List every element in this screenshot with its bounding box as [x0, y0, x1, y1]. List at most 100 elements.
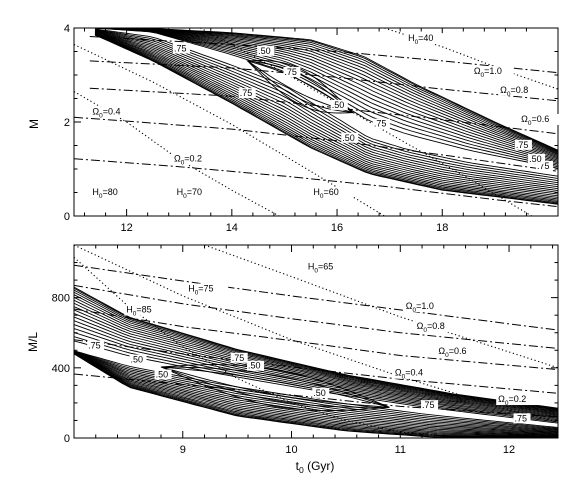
- contour-label: .75: [232, 353, 245, 363]
- line-label-bg: [496, 394, 539, 406]
- frame-bottom: [73, 244, 559, 439]
- line-label: Ω0=1.0: [406, 301, 434, 314]
- line-label: Ω0=0.8: [417, 321, 445, 334]
- contour-label: .75: [516, 140, 529, 150]
- contour-label: .75: [422, 400, 435, 410]
- contour-label: .75: [88, 341, 101, 351]
- contour-line: [94, 30, 558, 188]
- contour-label-bg: [513, 413, 531, 424]
- contour-line: [94, 28, 558, 157]
- contour-label-bg: [535, 161, 553, 171]
- line-label-bg: [392, 367, 435, 379]
- y-axis-label-bottom: M/L: [26, 332, 40, 352]
- contour-line: [74, 289, 558, 410]
- x-tick-label: 16: [331, 222, 343, 234]
- line-label: H0=70: [177, 187, 202, 200]
- contour-label-bg: [247, 360, 265, 371]
- line-label-bg: [498, 84, 541, 96]
- line-label-bg: [414, 321, 457, 333]
- contour-line: [74, 296, 558, 412]
- contour-line: [74, 316, 558, 417]
- contour-line: [74, 294, 558, 411]
- contour-line: [94, 28, 558, 159]
- contour-line: [94, 28, 558, 165]
- contour-line: [74, 320, 558, 418]
- line-label: H0=85: [126, 305, 151, 318]
- contour-label: .50: [156, 369, 169, 379]
- contour-label-bg: [230, 352, 248, 363]
- contour-line: [74, 353, 558, 437]
- line-label: H0=65: [308, 262, 333, 275]
- h0-line: [74, 44, 385, 216]
- contour-label: .75: [284, 67, 297, 77]
- y-tick-label: 400: [52, 363, 70, 375]
- contour-line: [74, 287, 558, 409]
- contour-label-bg: [528, 153, 546, 164]
- contour-label-bg: [421, 400, 439, 411]
- line-labels-top: Ω0=1.0 Ω0=0.8 Ω0=0.6 Ω0=0.4 Ω0=0.2 H0=80 H0=70…: [90, 33, 562, 200]
- contour-line: [74, 352, 558, 435]
- x-tick-label: 11: [395, 444, 406, 456]
- x-tick-label: 9: [180, 444, 186, 456]
- omega-line: [89, 36, 558, 74]
- line-label: Ω0=0.4: [395, 368, 423, 381]
- contour-line: [94, 31, 558, 192]
- contour-label-bg: [372, 118, 390, 129]
- contour-line: [74, 351, 558, 432]
- contours-top: [94, 28, 558, 205]
- contour-line: [74, 302, 558, 414]
- line-label: Ω0=1.0: [474, 66, 502, 79]
- x-axis-label-bottom: t0 (Gyr): [296, 459, 335, 475]
- x-tick-label: 18: [436, 222, 448, 234]
- line-label-bg: [171, 153, 214, 165]
- contour-line: [74, 306, 558, 415]
- omega-line: [74, 308, 558, 371]
- contour-line: [94, 29, 558, 184]
- x-tick-label: 14: [226, 222, 238, 234]
- line-label-bg: [186, 283, 229, 295]
- x-tick-label: 12: [503, 444, 515, 456]
- contour-label-bg: [330, 99, 348, 110]
- y-tick-label: 0: [64, 211, 70, 223]
- contour-label-bg: [129, 354, 147, 365]
- line-label: H0=80: [92, 187, 117, 200]
- contour-line: [94, 32, 558, 197]
- omega-line: [89, 60, 558, 102]
- contour-label: .50: [131, 355, 144, 365]
- contour-line: [94, 33, 558, 200]
- h0-line: [204, 245, 558, 369]
- contour-line: [74, 352, 558, 435]
- line-label-bg: [311, 186, 354, 198]
- contour-label: .50: [248, 361, 261, 371]
- contour-line: [95, 28, 558, 152]
- y-tick-label: 4: [64, 23, 70, 35]
- contour-line: [94, 29, 558, 182]
- contour-line: [74, 352, 558, 437]
- contour-label-bg: [87, 340, 105, 351]
- line-label-bg: [174, 186, 217, 198]
- contour-line: [74, 299, 558, 413]
- line-label: Ω0=0.6: [438, 346, 466, 359]
- contour-line: [94, 34, 558, 203]
- ticks-top: 12 14 16 18 0 2 4: [64, 23, 558, 234]
- contour-line: [94, 33, 558, 201]
- contour-line: [94, 34, 558, 205]
- line-label: H0=75: [188, 283, 213, 296]
- contour-core: [160, 364, 390, 412]
- contour-line: [74, 332, 558, 422]
- contour-label-bg: [283, 67, 301, 77]
- contour-line: [74, 352, 558, 436]
- line-label: Ω0=0.2: [498, 394, 526, 407]
- x-tick-label: 10: [285, 444, 297, 456]
- contour-line: [74, 353, 558, 438]
- contour-line: [74, 353, 558, 438]
- y-tick-label: 2: [64, 117, 70, 129]
- contour-line: [95, 28, 558, 152]
- contour-line: [94, 29, 558, 179]
- contour-line: [94, 30, 558, 186]
- line-label: H0=40: [408, 33, 433, 46]
- contour-label-bg: [238, 88, 256, 99]
- contour-line: [74, 351, 558, 434]
- line-label-bg: [124, 304, 167, 316]
